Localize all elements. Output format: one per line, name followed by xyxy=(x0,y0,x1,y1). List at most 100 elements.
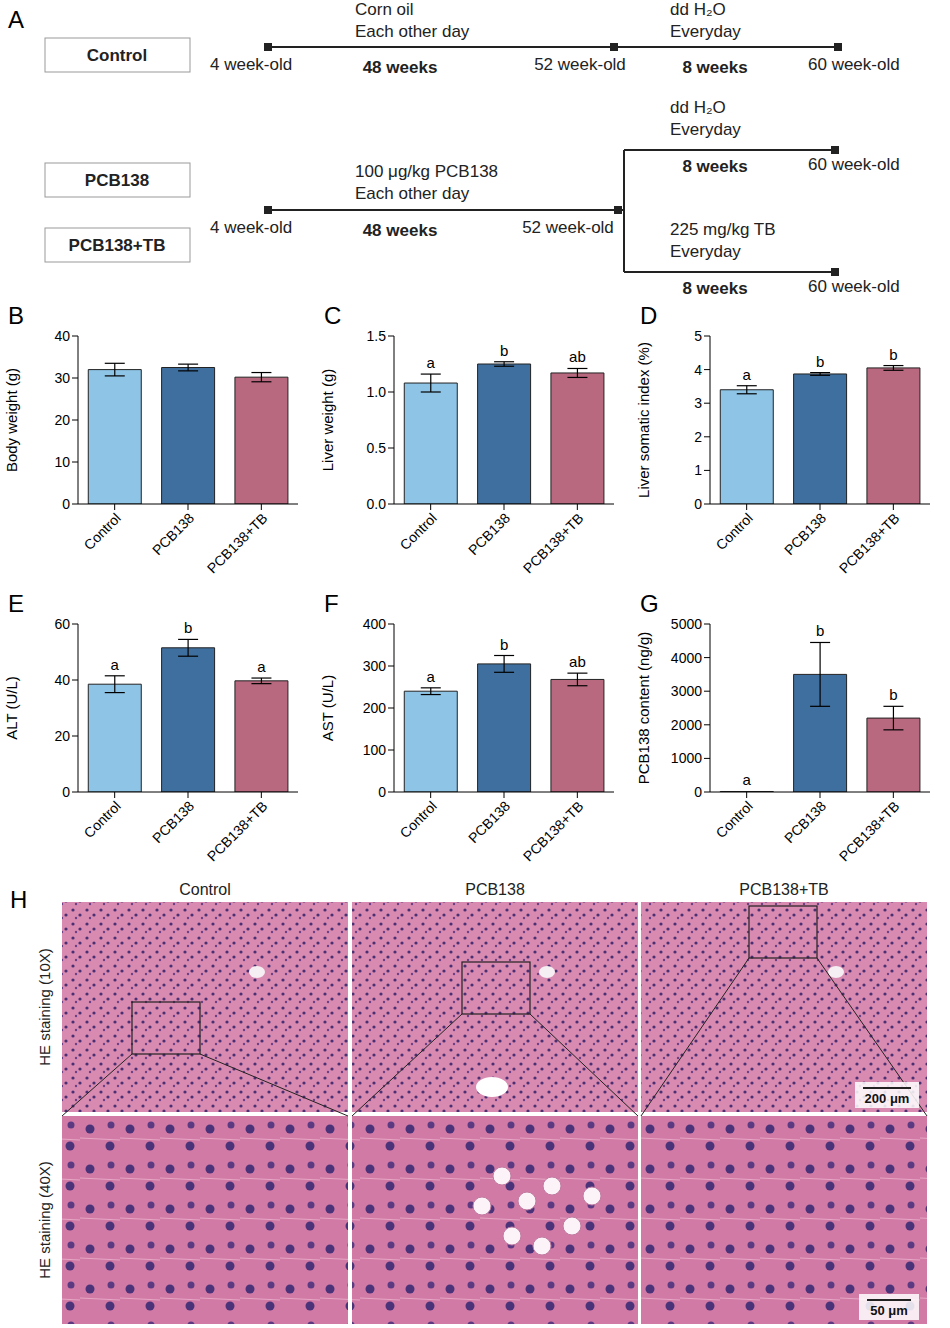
svg-text:60: 60 xyxy=(54,616,70,632)
svg-text:1.5: 1.5 xyxy=(367,328,387,344)
svg-text:PCB138: PCB138 xyxy=(85,171,149,190)
svg-text:Body weight (g): Body weight (g) xyxy=(3,368,20,472)
svg-text:PCB138: PCB138 xyxy=(781,510,829,558)
svg-text:200: 200 xyxy=(363,700,387,716)
svg-text:Liver somatic index (%): Liver somatic index (%) xyxy=(635,342,652,498)
svg-text:225 mg/kg TB: 225 mg/kg TB xyxy=(670,220,776,239)
svg-text:Control: Control xyxy=(179,881,231,898)
svg-text:Control: Control xyxy=(713,798,756,841)
svg-text:300: 300 xyxy=(363,658,387,674)
svg-text:PCB138+TB: PCB138+TB xyxy=(69,236,166,255)
svg-text:PCB138+TB: PCB138+TB xyxy=(204,510,271,577)
svg-text:a: a xyxy=(427,354,436,371)
svg-text:30: 30 xyxy=(54,370,70,386)
svg-text:HE staining (40X): HE staining (40X) xyxy=(36,1161,53,1279)
svg-text:a: a xyxy=(111,656,120,673)
svg-text:3: 3 xyxy=(694,395,702,411)
svg-text:PCB138: PCB138 xyxy=(465,510,513,558)
svg-text:PCB138 content (ng/g): PCB138 content (ng/g) xyxy=(635,632,652,785)
svg-text:100: 100 xyxy=(363,742,387,758)
svg-text:PCB138+TB: PCB138+TB xyxy=(836,510,903,577)
svg-text:b: b xyxy=(816,622,824,639)
svg-text:400: 400 xyxy=(363,616,387,632)
svg-text:PCB138: PCB138 xyxy=(465,798,513,846)
svg-text:2: 2 xyxy=(694,429,702,445)
svg-text:Control: Control xyxy=(81,798,124,841)
svg-text:0: 0 xyxy=(694,496,702,512)
svg-text:dd H₂O: dd H₂O xyxy=(670,0,726,19)
svg-text:PCB138+TB: PCB138+TB xyxy=(739,881,828,898)
svg-text:0.0: 0.0 xyxy=(367,496,387,512)
svg-text:b: b xyxy=(500,342,508,359)
svg-text:0.5: 0.5 xyxy=(367,440,387,456)
svg-text:2000: 2000 xyxy=(671,717,702,733)
svg-text:40: 40 xyxy=(54,328,70,344)
svg-text:1.0: 1.0 xyxy=(367,384,387,400)
svg-text:0: 0 xyxy=(694,784,702,800)
svg-text:4: 4 xyxy=(694,362,702,378)
svg-text:PCB138+TB: PCB138+TB xyxy=(204,798,271,865)
svg-text:a: a xyxy=(257,658,266,675)
svg-text:52 week-old: 52 week-old xyxy=(522,218,614,237)
svg-text:Everyday: Everyday xyxy=(670,22,741,41)
svg-text:52 week-old: 52 week-old xyxy=(534,55,626,74)
svg-text:50 μm: 50 μm xyxy=(870,1303,908,1318)
svg-text:ALT (U/L): ALT (U/L) xyxy=(3,676,20,740)
svg-text:Each other day: Each other day xyxy=(355,22,470,41)
svg-text:0: 0 xyxy=(378,784,386,800)
svg-text:PCB138+TB: PCB138+TB xyxy=(520,798,587,865)
svg-text:1000: 1000 xyxy=(671,750,702,766)
svg-text:0: 0 xyxy=(62,784,70,800)
svg-text:10: 10 xyxy=(54,454,70,470)
svg-text:8 weeks: 8 weeks xyxy=(682,279,747,298)
svg-text:Liver weight (g): Liver weight (g) xyxy=(319,369,336,472)
svg-text:PCB138+TB: PCB138+TB xyxy=(836,798,903,865)
svg-text:PCB138: PCB138 xyxy=(149,510,197,558)
svg-text:ab: ab xyxy=(569,348,586,365)
svg-text:40: 40 xyxy=(54,672,70,688)
svg-text:Control: Control xyxy=(713,510,756,553)
svg-text:4000: 4000 xyxy=(671,650,702,666)
svg-text:60 week-old: 60 week-old xyxy=(808,155,900,174)
svg-text:8 weeks: 8 weeks xyxy=(682,157,747,176)
svg-text:a: a xyxy=(427,668,436,685)
svg-text:PCB138: PCB138 xyxy=(149,798,197,846)
svg-text:Each other day: Each other day xyxy=(355,184,470,203)
svg-text:100 μg/kg PCB138: 100 μg/kg PCB138 xyxy=(355,162,498,181)
svg-text:dd H₂O: dd H₂O xyxy=(670,98,726,117)
svg-text:Control: Control xyxy=(81,510,124,553)
svg-text:5: 5 xyxy=(694,328,702,344)
svg-text:8 weeks: 8 weeks xyxy=(682,58,747,77)
svg-text:Control: Control xyxy=(397,510,440,553)
svg-text:20: 20 xyxy=(54,412,70,428)
svg-text:Corn oil: Corn oil xyxy=(355,0,414,19)
svg-text:HE staining (10X): HE staining (10X) xyxy=(36,948,53,1066)
svg-text:Everyday: Everyday xyxy=(670,120,741,139)
svg-text:200 μm: 200 μm xyxy=(865,1091,910,1106)
svg-text:20: 20 xyxy=(54,728,70,744)
svg-text:4 week-old: 4 week-old xyxy=(210,218,292,237)
svg-text:3000: 3000 xyxy=(671,683,702,699)
svg-text:60 week-old: 60 week-old xyxy=(808,277,900,296)
svg-text:PCB138: PCB138 xyxy=(465,881,525,898)
svg-text:Control: Control xyxy=(87,46,147,65)
svg-text:1: 1 xyxy=(694,462,702,478)
svg-text:60 week-old: 60 week-old xyxy=(808,55,900,74)
svg-text:4 week-old: 4 week-old xyxy=(210,55,292,74)
svg-text:b: b xyxy=(889,346,897,363)
svg-text:a: a xyxy=(743,771,752,788)
svg-text:5000: 5000 xyxy=(671,616,702,632)
svg-text:PCB138+TB: PCB138+TB xyxy=(520,510,587,577)
svg-text:a: a xyxy=(743,366,752,383)
svg-text:0: 0 xyxy=(62,496,70,512)
svg-text:48 weeks: 48 weeks xyxy=(363,221,438,240)
svg-text:b: b xyxy=(500,636,508,653)
svg-text:Control: Control xyxy=(397,798,440,841)
svg-text:A: A xyxy=(8,6,24,33)
svg-text:b: b xyxy=(816,353,824,370)
svg-text:AST (U/L): AST (U/L) xyxy=(319,675,336,741)
svg-text:48 weeks: 48 weeks xyxy=(363,58,438,77)
svg-text:PCB138: PCB138 xyxy=(781,798,829,846)
svg-text:ab: ab xyxy=(569,653,586,670)
svg-text:b: b xyxy=(889,686,897,703)
